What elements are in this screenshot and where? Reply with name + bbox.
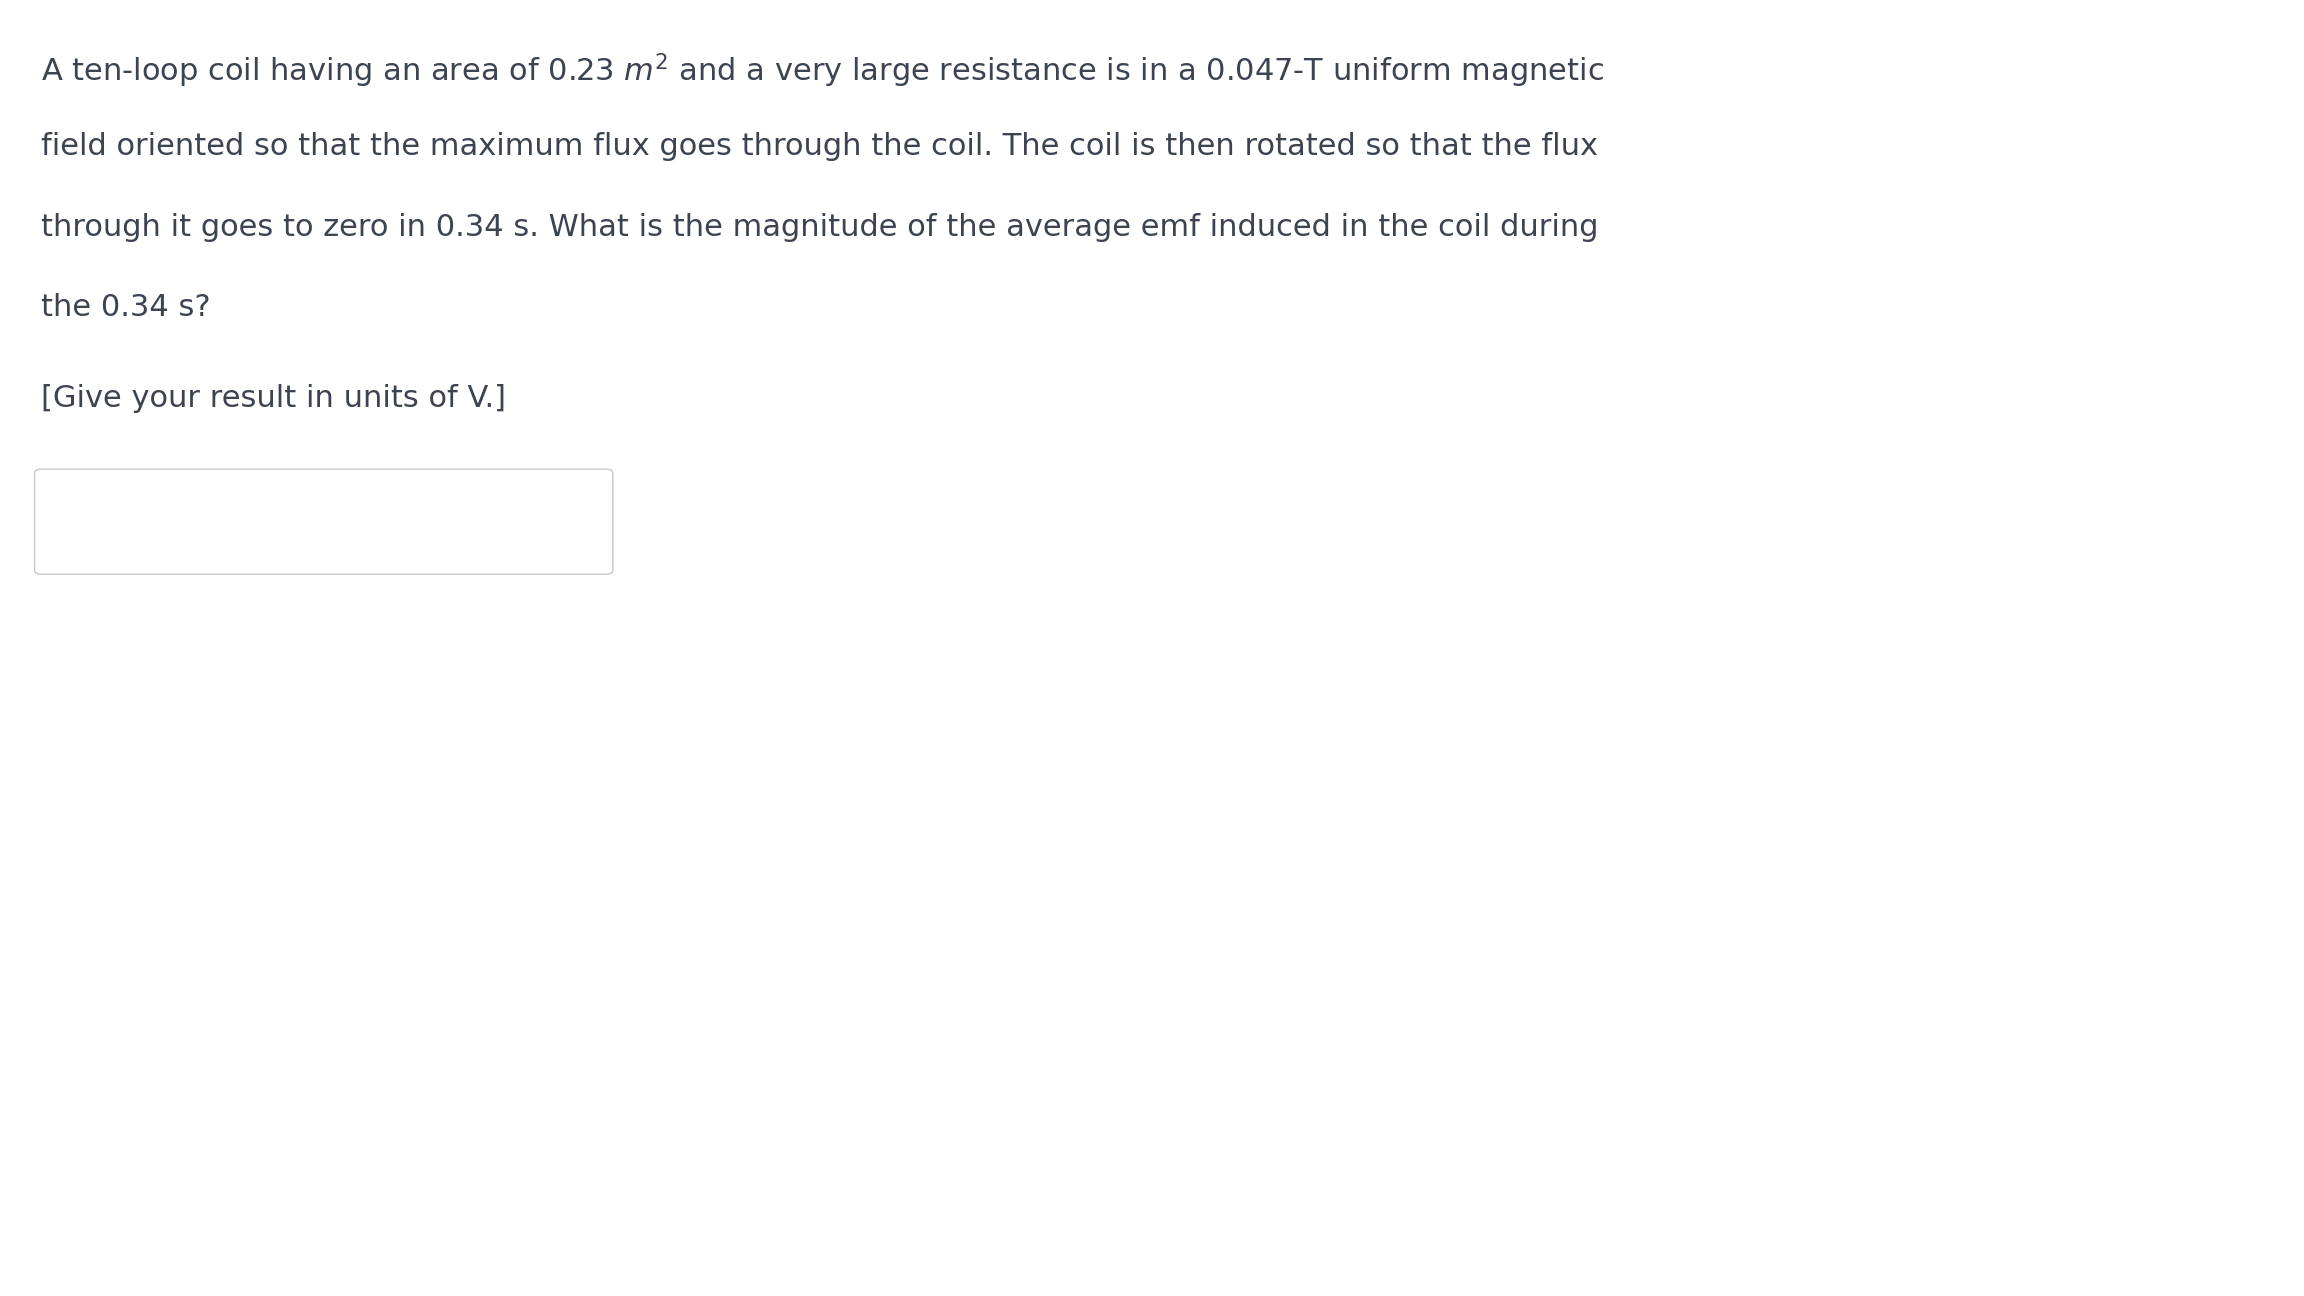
Text: field oriented so that the maximum flux goes through the coil. The coil is then : field oriented so that the maximum flux …: [41, 132, 1599, 161]
Text: [Give your result in units of V.]: [Give your result in units of V.]: [41, 384, 507, 412]
FancyBboxPatch shape: [35, 469, 613, 574]
Text: through it goes to zero in 0.34 s. What is the magnitude of the average emf indu: through it goes to zero in 0.34 s. What …: [41, 213, 1599, 241]
Text: the 0.34 s?: the 0.34 s?: [41, 293, 212, 321]
Text: A ten-loop coil having an area of 0.23 $m^2$ and a very large resistance is in a: A ten-loop coil having an area of 0.23 $…: [41, 52, 1604, 91]
